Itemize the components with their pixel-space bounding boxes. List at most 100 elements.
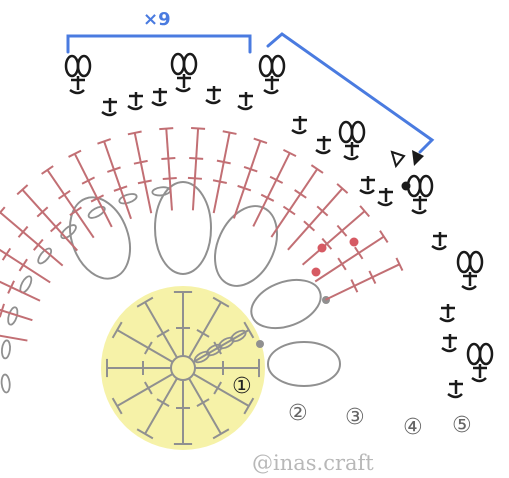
round3-treble-bar (1, 247, 12, 261)
round3-treble-bar (189, 156, 204, 160)
round3-treble-bar (260, 193, 275, 202)
round3-treble-bar (191, 127, 206, 130)
round3-treble-bar (17, 225, 29, 238)
round3-treble-bar (336, 224, 348, 237)
round2-chain-loop (250, 278, 322, 330)
round1-dc-bar (213, 341, 223, 355)
round1-dc-top (136, 296, 154, 308)
round3-treble-bar (187, 176, 202, 180)
round3-treble-bar (216, 159, 231, 165)
round3-treble-bar (49, 221, 62, 233)
round2-chain-arc (87, 205, 106, 219)
round3-treble-bar (237, 184, 252, 192)
round3-treble-bar (36, 206, 49, 218)
round3-treble-stem (191, 128, 200, 211)
round3-treble-stem (0, 334, 28, 342)
round1-dc-top (212, 296, 230, 308)
round1-dc-stem (116, 329, 174, 363)
round5-single-crochet-hook (205, 98, 221, 105)
round3-treble-bar (222, 130, 237, 135)
round-3-label: ③ (345, 405, 365, 430)
round3-treble-stem (46, 169, 95, 239)
round3-treble-stem (252, 152, 291, 227)
round5-picot-right (478, 342, 494, 366)
round3-treble-stem (0, 248, 51, 284)
round3-treble-bar (7, 280, 15, 294)
round5-single-crochet-hook (439, 316, 455, 323)
round3-treble-stem (103, 141, 132, 220)
round1-dc-top (136, 428, 154, 440)
round3-treble-stem (325, 263, 400, 301)
round-1-label: ① (232, 374, 252, 399)
round3-treble-stem (165, 128, 173, 211)
round3-treble-bar (0, 206, 6, 215)
round1-dc-top (243, 321, 255, 339)
round3-treble-bar (68, 149, 82, 158)
round3-treble-stem (21, 188, 79, 252)
round2-chain-arc (151, 186, 172, 197)
round3-treble-bar (58, 189, 71, 200)
round1-dc-bar (196, 398, 210, 408)
round3-treble-bar (359, 205, 371, 218)
round-5-label: ⑤ (452, 413, 472, 438)
round5-picot-right (468, 250, 484, 274)
round1-slip-dot (256, 340, 264, 348)
round2-chain-arc (60, 224, 77, 240)
round5-single-crochet-hook (69, 88, 85, 95)
round3-treble-bar (161, 157, 176, 160)
round3-treble-bar (282, 205, 296, 216)
round3-treble-bar (269, 175, 284, 184)
round3-marker-dot (317, 243, 327, 253)
round3-treble-bar (97, 138, 112, 145)
round5-picot-left (258, 54, 274, 78)
round3-treble-bar (162, 176, 177, 180)
round5-single-crochet-hook (315, 148, 331, 155)
round3-treble-bar (395, 257, 404, 272)
round1-dc-stem (144, 301, 178, 359)
round3-treble-bar (33, 238, 44, 251)
round2-chain-loop (154, 181, 212, 275)
round3-treble-bar (243, 166, 258, 173)
round3-treble-stem (212, 132, 231, 214)
center-ring-fill (101, 286, 265, 450)
round1-chain (230, 329, 247, 343)
round3-treble-bar (90, 194, 105, 203)
round3-treble-bar (354, 246, 364, 260)
round1-dc-bar (196, 328, 210, 338)
round3-treble-bar (368, 270, 377, 285)
round5-single-crochet-hook (461, 284, 477, 291)
round3-marker-dot (311, 267, 321, 277)
round1-chain (206, 343, 223, 357)
round1-dc-stem (188, 301, 222, 359)
round3-treble-stem (0, 211, 64, 267)
round5-slip-dot (401, 181, 411, 191)
repeat-label: ×9 (143, 9, 171, 30)
round5-picot-left (64, 54, 80, 78)
round3-treble-bar (127, 130, 142, 136)
round1-dc-bar (156, 398, 170, 408)
round2-chain-arc (0, 339, 11, 360)
round5-picot-right (76, 54, 92, 78)
round5-single-crochet-hook (127, 104, 143, 111)
round-4-label: ④ (403, 415, 423, 440)
round3-treble-bar (379, 230, 389, 243)
round5-single-crochet-hook (441, 346, 457, 353)
round1-dc-stem (188, 377, 222, 435)
round2-chain-loop (214, 205, 278, 287)
round3-treble-bar (282, 149, 297, 158)
round3-treble-bar (321, 237, 333, 250)
round1-chain (218, 336, 235, 350)
round2-chain-arc (7, 306, 19, 326)
round3-treble-bar (336, 183, 349, 194)
round3-treble-stem (0, 308, 33, 322)
watermark: @inas.craft (252, 451, 374, 475)
round2-chain-arc (0, 373, 11, 394)
round5-single-crochet-hook (359, 188, 375, 195)
round5-picot-right (182, 52, 198, 76)
repeat-bracket (66, 32, 435, 154)
cut-yarn-triangle (412, 150, 424, 166)
round1-dc-stem (192, 373, 250, 407)
round3-treble-bar (350, 279, 359, 293)
round3-treble-bar (310, 164, 324, 174)
